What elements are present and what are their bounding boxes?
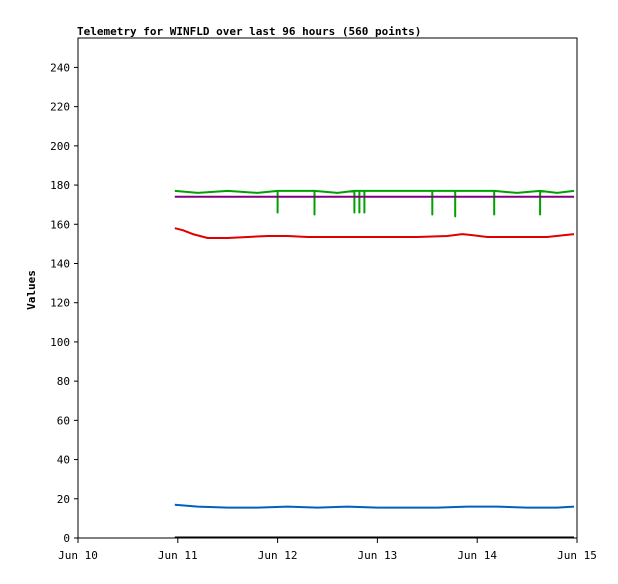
x-axis: Jun 10 Jun 11 Jun 12 Jun 13 Jun 14 Jun 15	[58, 538, 597, 562]
chart-title: Telemetry for WINFLD over last 96 hours …	[77, 25, 421, 38]
x-tick-label: Jun 11	[158, 549, 198, 562]
y-tick-label: 60	[57, 414, 70, 427]
y-tick-label: 220	[50, 101, 70, 114]
series-layer	[174, 189, 575, 538]
y-tick-label: 80	[57, 375, 70, 388]
y-tick-label: 200	[50, 140, 70, 153]
y-tick-label: 120	[50, 297, 70, 310]
y-tick-label: 160	[50, 218, 70, 231]
y-tick-label: 0	[63, 532, 70, 545]
y-tick-label: 140	[50, 257, 70, 270]
x-tick-label: Jun 10	[58, 549, 98, 562]
series-line-4	[174, 503, 575, 509]
y-tick-label: 40	[57, 454, 70, 467]
x-tick-label: Jun 14	[457, 549, 497, 562]
y-tick-label: 180	[50, 179, 70, 192]
series-line-1	[174, 189, 575, 218]
plot-frame	[77, 37, 578, 539]
x-tick-label: Jun 12	[258, 549, 298, 562]
x-tick-label: Jun 15	[557, 549, 597, 562]
y-tick-label: 240	[50, 61, 70, 74]
series-line-3	[174, 227, 575, 239]
y-tick-label: 20	[57, 493, 70, 506]
y-axis-label: Values	[25, 270, 38, 310]
y-axis: 0 20 40 60 80 100 120 140 160 180 200 220 240	[50, 61, 78, 545]
y-tick-label: 100	[50, 336, 70, 349]
x-tick-label: Jun 13	[358, 549, 398, 562]
